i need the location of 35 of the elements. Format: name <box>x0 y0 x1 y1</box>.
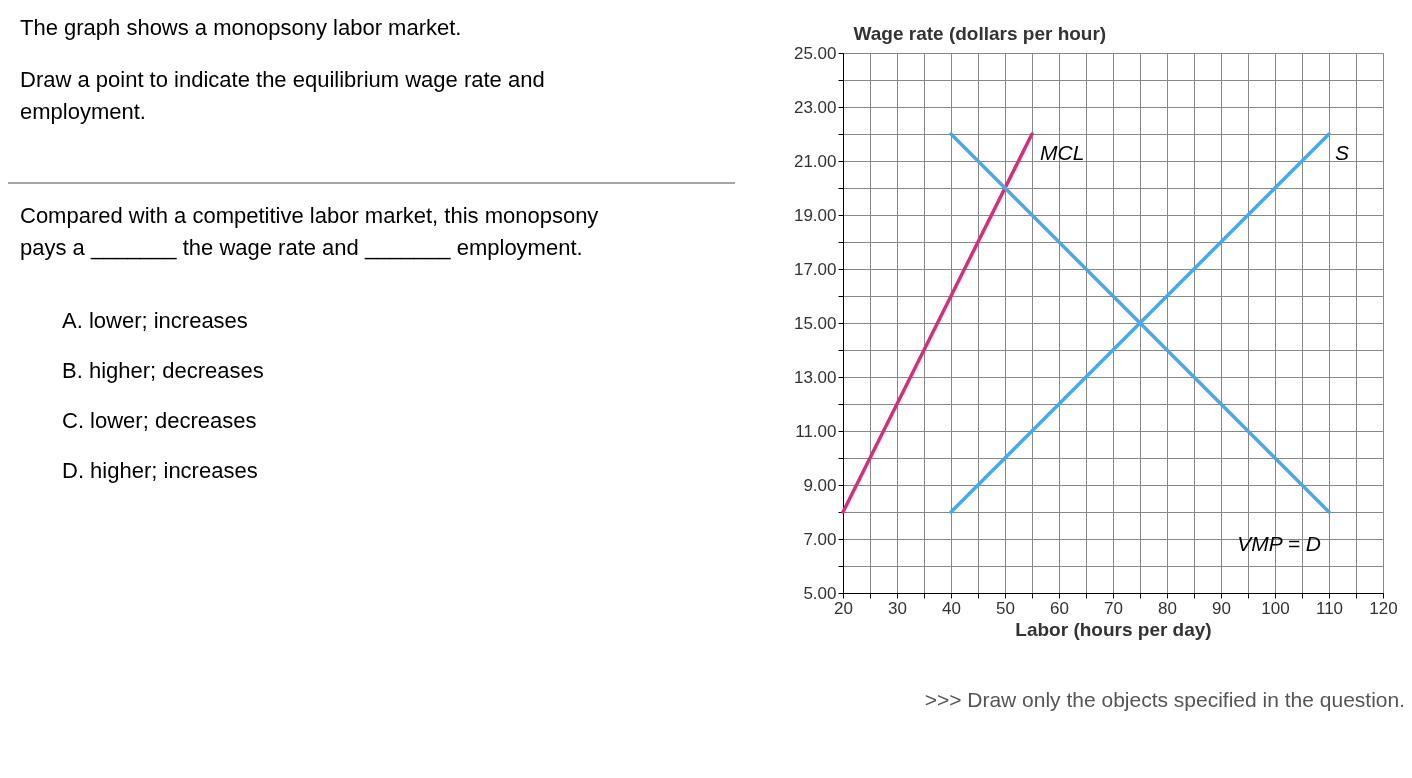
x-tick-label: 50 <box>996 598 1015 618</box>
text: The graph shows a monopsony labor market. <box>20 15 462 40</box>
y-tick-label: 13.00 <box>793 367 837 387</box>
x-tick-label: 60 <box>1050 598 1069 618</box>
series-label: MCL <box>1040 141 1085 164</box>
x-tick-label: 110 <box>1315 598 1344 618</box>
y-tick-label: 21.00 <box>793 151 837 171</box>
series-label: S <box>1335 141 1350 164</box>
series-label: VMP = D <box>1237 532 1321 555</box>
x-tick-label: 120 <box>1369 598 1398 618</box>
y-tick-label: 5.00 <box>803 583 837 603</box>
y-tick-label: 11.00 <box>795 421 837 441</box>
text: D. higher; increases <box>62 458 258 483</box>
text: Draw a point to indicate the equilibrium wage rate and employment. <box>20 67 545 124</box>
x-tick-label: 30 <box>888 598 907 618</box>
text: A. lower; increases <box>62 308 248 333</box>
x-tick-label: 20 <box>834 598 853 618</box>
x-tick-label: 100 <box>1261 598 1290 618</box>
text: C. lower; decreases <box>62 408 257 433</box>
x-tick-label: 70 <box>1104 598 1123 618</box>
y-axis-title: Wage rate (dollars per hour) <box>853 22 1107 44</box>
text: >>> Draw only the objects specified in the question. <box>924 688 1405 711</box>
x-tick-label: 40 <box>942 598 961 618</box>
y-tick-label: 19.00 <box>793 205 837 225</box>
y-tick-label: 25.00 <box>793 43 837 63</box>
x-tick-label: 80 <box>1158 598 1177 618</box>
y-tick-label: 23.00 <box>793 97 837 117</box>
y-tick-label: 7.00 <box>803 529 837 549</box>
y-tick-label: 9.00 <box>803 475 837 495</box>
x-tick-label: 90 <box>1212 598 1231 618</box>
y-tick-label: 15.00 <box>793 313 837 333</box>
x-axis-title: Labor (hours per day) <box>1015 618 1212 640</box>
text: Compared with a competitive labor market, this monopsony pays a _______ the wage rate and _______ employment. <box>20 203 599 260</box>
y-tick-label: 17.00 <box>793 259 837 279</box>
text: B. higher; decreases <box>62 358 264 383</box>
